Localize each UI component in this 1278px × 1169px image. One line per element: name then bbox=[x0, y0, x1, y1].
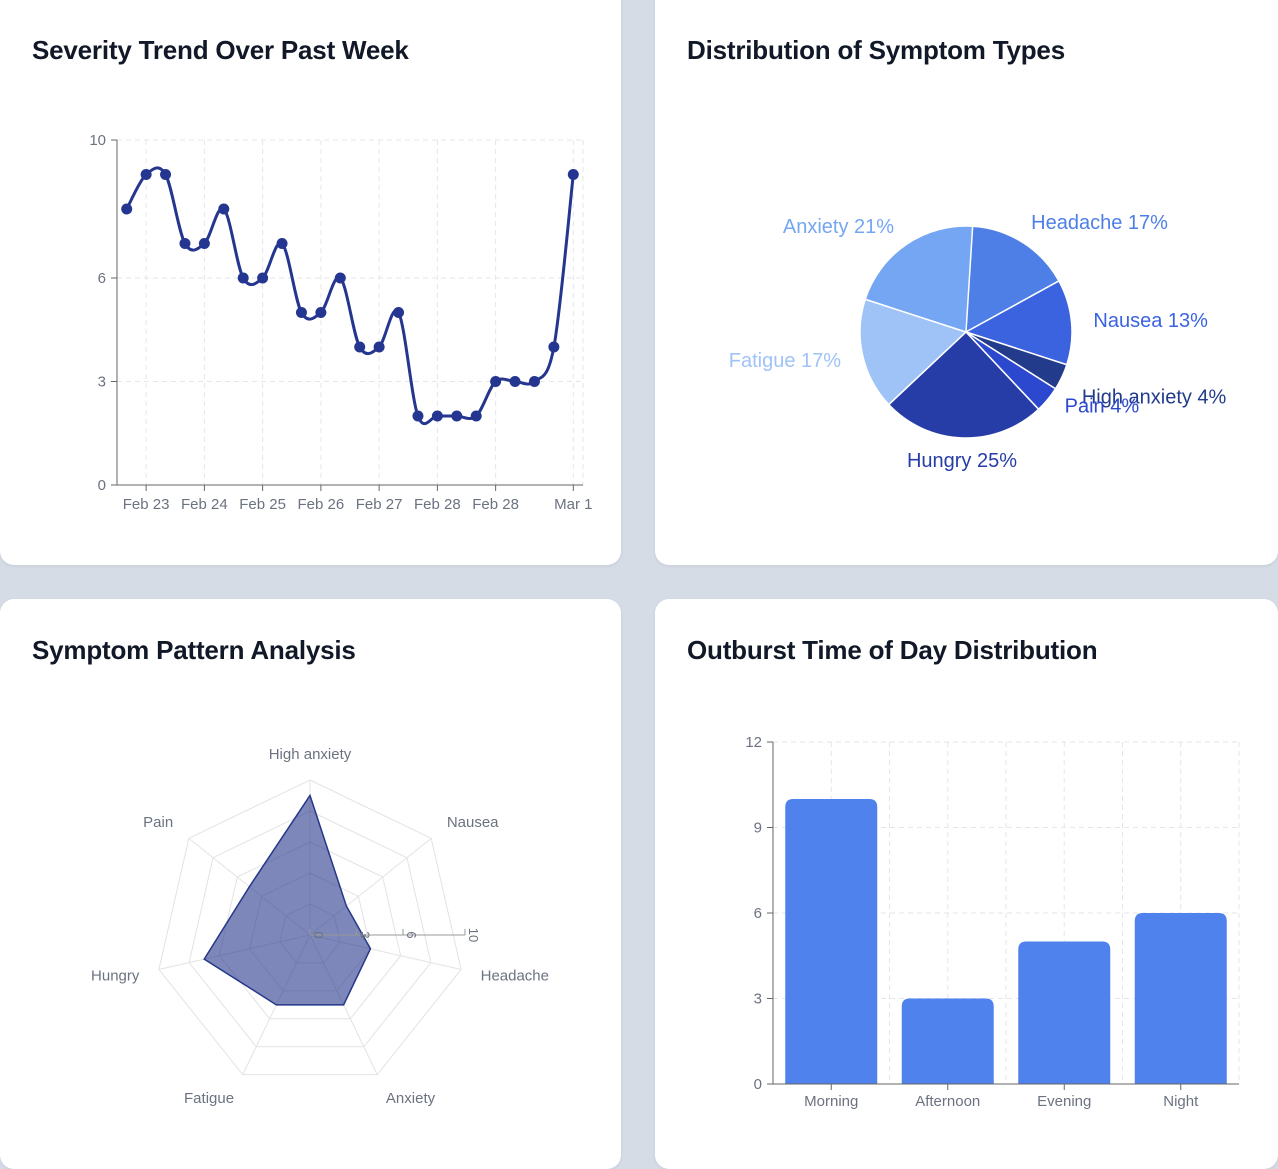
severity-point bbox=[276, 238, 288, 249]
severity-point bbox=[160, 169, 172, 180]
outburst-y-tick-label: 6 bbox=[754, 905, 762, 922]
symptom-types-title: Distribution of Symptom Types bbox=[687, 35, 1065, 65]
radar-area bbox=[203, 793, 372, 1006]
outburst-y-tick-label: 3 bbox=[754, 991, 762, 1008]
symptom-types-card: Distribution of Symptom Types Headache 1… bbox=[655, 0, 1278, 565]
radar-grid-ring bbox=[188, 810, 432, 1048]
outburst-chart: 0 3 6 9 12 Morning Afternoon Evening Night bbox=[745, 734, 1240, 1110]
severity-y-tick-label: 10 bbox=[89, 132, 106, 149]
pattern-analysis-card: Symptom Pattern Analysis 0 3 6 10 High anxie… bbox=[0, 599, 621, 1169]
outburst-bar-morning bbox=[785, 799, 878, 1084]
outburst-y-tick-label: 12 bbox=[745, 734, 762, 751]
outburst-bar-evening bbox=[1018, 941, 1111, 1084]
severity-x-tick-label: Feb 28 bbox=[414, 496, 461, 513]
severity-point bbox=[295, 307, 307, 318]
pie-label: High anxiety 4% bbox=[1082, 386, 1227, 408]
outburst-y-tick-label: 0 bbox=[754, 1076, 762, 1093]
pie-label: Anxiety 21% bbox=[783, 216, 894, 238]
pie-slice-nausea bbox=[964, 279, 1073, 366]
severity-point bbox=[567, 169, 579, 180]
radar-axis-label: Anxiety bbox=[386, 1090, 436, 1107]
severity-y-tick-label: 3 bbox=[98, 374, 106, 391]
severity-x-tick-label: Feb 24 bbox=[181, 496, 228, 513]
radar-grid-ring bbox=[158, 779, 462, 1076]
severity-point bbox=[334, 272, 346, 284]
severity-point bbox=[315, 307, 327, 318]
pie-slice-anxiety bbox=[864, 225, 974, 334]
severity-point bbox=[528, 376, 540, 387]
severity-x-tick-label: Mar 1 bbox=[554, 496, 592, 513]
severity-point bbox=[198, 238, 210, 249]
outburst-x-tick-label: Morning bbox=[804, 1093, 858, 1110]
pie-slice-headache bbox=[965, 225, 1060, 334]
radar-radius-tick-label: 3 bbox=[358, 931, 373, 938]
pattern-analysis-title: Symptom Pattern Analysis bbox=[32, 635, 356, 665]
outburst-card: Outburst Time of Day Distribution 0 3 6 9 12… bbox=[655, 599, 1278, 1169]
pie-label: Headache 17% bbox=[1031, 212, 1168, 234]
pie-label: Nausea 13% bbox=[1093, 310, 1208, 332]
severity-point bbox=[140, 169, 152, 180]
severity-x-tick-label: Feb 28 bbox=[472, 496, 519, 513]
severity-point bbox=[490, 376, 502, 387]
severity-x-tick-label: Feb 27 bbox=[356, 496, 403, 513]
severity-point bbox=[470, 410, 482, 422]
severity-trend-card: Severity Trend Over Past Week 0 3 6 10 Feb 2… bbox=[0, 0, 621, 565]
severity-point bbox=[412, 410, 424, 422]
severity-point bbox=[218, 203, 230, 215]
severity-y-tick-label: 6 bbox=[98, 270, 106, 287]
severity-point bbox=[121, 203, 133, 215]
radar-grid-ring bbox=[218, 841, 402, 1020]
severity-point bbox=[257, 272, 269, 284]
severity-point bbox=[237, 272, 249, 284]
symptom-types-chart: Headache 17% Nausea 13% High anxiety 4%Pai… bbox=[729, 212, 1227, 472]
outburst-x-tick-label: Afternoon bbox=[915, 1093, 980, 1110]
outburst-bar-night bbox=[1134, 913, 1227, 1084]
radar-radius-tick-label: 6 bbox=[404, 931, 419, 938]
severity-point bbox=[431, 410, 443, 422]
outburst-y-tick-label: 9 bbox=[754, 820, 762, 837]
pie-slice-fatigue bbox=[859, 298, 968, 406]
pie-label: Pain 4% bbox=[1065, 396, 1140, 418]
pie-slice-hungry bbox=[887, 330, 1040, 439]
severity-point bbox=[509, 376, 521, 387]
radar-axis-label: Hungry bbox=[91, 967, 140, 984]
severity-point bbox=[548, 341, 560, 353]
outburst-x-tick-label: Evening bbox=[1037, 1093, 1091, 1110]
radar-radius-tick-label: 0 bbox=[311, 931, 326, 938]
pie-label: Hungry 25% bbox=[907, 450, 1017, 472]
severity-x-tick-label: Feb 23 bbox=[123, 496, 170, 513]
severity-point bbox=[393, 307, 405, 318]
severity-point bbox=[354, 341, 366, 353]
severity-point bbox=[451, 410, 463, 422]
radar-axis-label: High anxiety bbox=[269, 746, 352, 763]
outburst-bar-afternoon bbox=[901, 998, 994, 1084]
severity-trend-title: Severity Trend Over Past Week bbox=[32, 35, 409, 65]
severity-point bbox=[373, 341, 385, 353]
severity-x-tick-label: Feb 26 bbox=[298, 496, 345, 513]
severity-y-tick-label: 0 bbox=[98, 477, 106, 494]
outburst-x-tick-label: Night bbox=[1163, 1093, 1199, 1110]
severity-point bbox=[179, 238, 191, 249]
radar-axis-label: Pain bbox=[143, 814, 173, 831]
radar-axis-label: Headache bbox=[481, 967, 549, 984]
pie-label: Fatigue 17% bbox=[729, 350, 842, 372]
severity-trend-chart: 0 3 6 10 Feb 23 Feb 24 Feb 25 Feb 26 Feb 27 Feb 2… bbox=[89, 132, 592, 513]
severity-line bbox=[125, 166, 575, 426]
radar-axis-label: Nausea bbox=[447, 814, 499, 831]
severity-x-tick-label: Feb 25 bbox=[239, 496, 286, 513]
pattern-analysis-chart: 0 3 6 10 High anxiety Nausea Headache Anxiety Fa… bbox=[91, 746, 549, 1107]
radar-radius-tick-label: 10 bbox=[466, 928, 481, 942]
outburst-title: Outburst Time of Day Distribution bbox=[687, 635, 1098, 665]
radar-axis-label: Fatigue bbox=[184, 1090, 234, 1107]
